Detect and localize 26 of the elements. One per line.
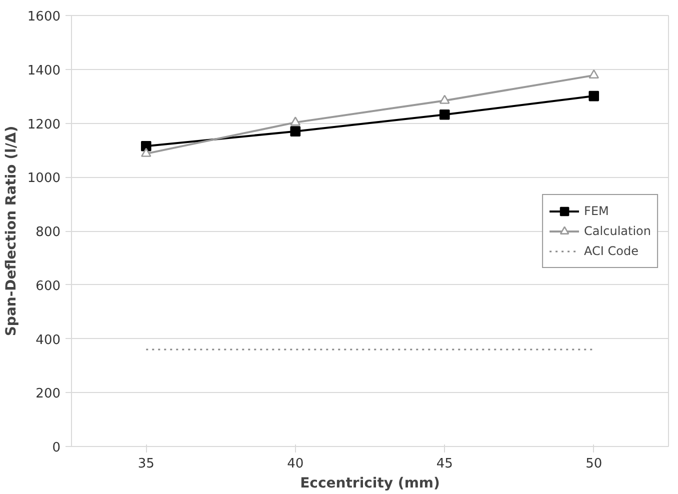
x-tick-label: 35 (138, 456, 154, 472)
y-tick-label: 0 (52, 440, 61, 456)
legend-label: FEM (584, 204, 609, 218)
y-tick-label: 400 (36, 332, 61, 348)
y-tick-label: 600 (36, 278, 61, 294)
y-tick-label: 1400 (27, 63, 61, 78)
x-axis-title: Eccentricity (mm) (300, 476, 440, 492)
x-tick-label: 40 (287, 456, 304, 472)
y-axis-title: Span-Deflection Ratio (l/Δ) (3, 126, 20, 336)
y-tick-label: 800 (36, 225, 61, 240)
y-tick-label: 1000 (27, 171, 61, 186)
legend-label: ACI Code (584, 244, 638, 258)
point (140, 140, 152, 152)
point (439, 94, 450, 104)
y-tick-label: 200 (36, 386, 61, 402)
point (588, 90, 600, 102)
point (140, 148, 152, 157)
y-tick-label: 1600 (27, 10, 61, 24)
point (588, 69, 600, 79)
x-tick-label: 50 (586, 456, 602, 472)
point (290, 116, 301, 126)
point (290, 126, 301, 136)
legend-label: Calculation (584, 224, 651, 238)
x-tick-label: 45 (436, 456, 453, 472)
y-tick-label: 1200 (27, 117, 61, 132)
point (439, 109, 450, 120)
